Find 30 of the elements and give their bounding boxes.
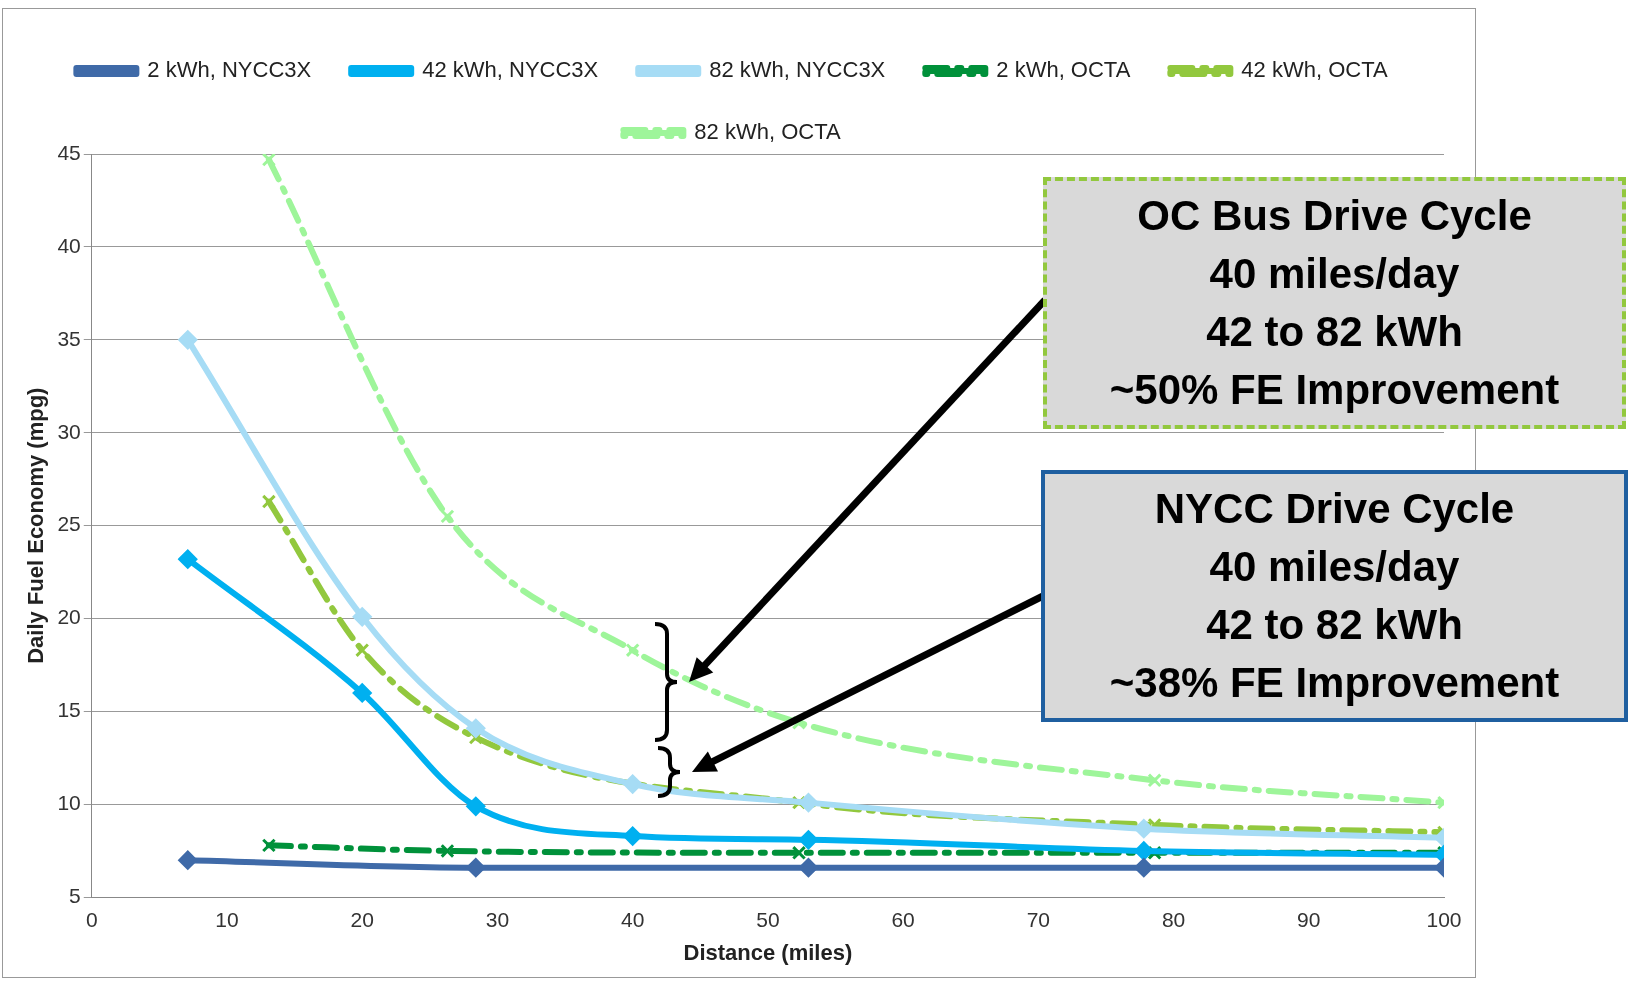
legend-label: 2 kWh, OCTA	[996, 57, 1131, 83]
y-tick-label: 15	[57, 698, 81, 722]
y-tick-label: 10	[57, 791, 81, 815]
legend-label: 42 kWh, NYCC3X	[422, 57, 599, 83]
y-tick-label: 40	[57, 233, 81, 257]
legend-label: 82 kWh, NYCC3X	[709, 57, 886, 83]
x-tick-label: 70	[1026, 907, 1051, 931]
x-tick-label: 10	[215, 907, 239, 931]
text-box: NYCC Drive Cycle 40 miles/day 42 to 82 kWh ~38% FE Improvement	[1041, 470, 1628, 722]
y-tick-label: 35	[57, 326, 81, 350]
text-box: OC Bus Drive Cycle 40 miles/day 42 to 82 kWh ~50% FE Improvement	[1043, 177, 1626, 429]
x-tick-label: 80	[1161, 907, 1186, 931]
x-tick-label: 100	[1426, 907, 1462, 931]
y-tick-label: 30	[57, 419, 81, 443]
x-tick-label: 40	[620, 907, 645, 931]
y-tick-label: 20	[57, 605, 81, 629]
legend-label: 42 kWh, OCTA	[1241, 57, 1388, 83]
legend-label: 2 kWh, NYCC3X	[147, 57, 312, 83]
y-axis-title: Daily Fuel Economy (mpg)	[23, 387, 49, 664]
y-tick-label: 45	[57, 140, 81, 164]
y-tick-label: 5	[69, 884, 81, 908]
x-tick-label: 90	[1297, 907, 1321, 931]
legend-label: 82 kWh, OCTA	[694, 119, 841, 145]
x-tick-label: 50	[756, 907, 780, 931]
x-tick-label: 0	[85, 907, 98, 931]
y-tick-label: 25	[57, 512, 81, 536]
x-tick-label: 30	[485, 907, 510, 931]
x-axis-title: Distance (miles)	[683, 939, 853, 965]
x-tick-label: 60	[891, 907, 915, 931]
x-tick-label: 20	[350, 907, 374, 931]
